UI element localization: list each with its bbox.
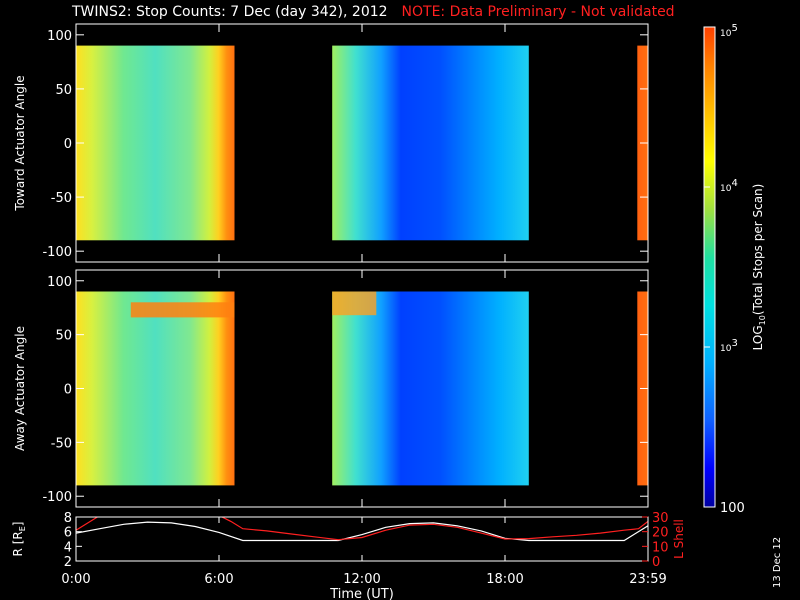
colorbar-tick-label: 104 [720,178,738,194]
y-tick-label: 4 [64,540,72,555]
y-tick-label-right: 30 [652,511,669,526]
colorbar-tick-label: 103 [720,338,738,354]
y-tick-label: 50 [55,83,72,98]
toward-panel: 100 50 0 -50 -100 Toward Actuator Angle [13,23,649,263]
r-label-close: ] [11,522,25,527]
colorbar-label-suffix: (Total Stops per Scan) [751,184,765,315]
y-axis-label: Away Actuator Angle [13,326,27,451]
y-axis-label-right: L Shell [672,519,686,559]
y-axis-label: Toward Actuator Angle [13,75,27,211]
y-tick-label: -100 [42,490,72,505]
y-tick-label: 6 [64,526,72,541]
heatmap-block [332,45,529,241]
heatmap-block [76,291,235,486]
y-tick-label: -50 [51,191,72,206]
colorbar-tick-base: 10 [720,184,732,194]
y-tick-label: 0 [64,383,72,398]
away-panel: 100 50 0 -50 -100 Away Actuator Angle [13,269,649,508]
x-tick-label: 23:59 [629,572,666,587]
y-tick-label: 8 [64,511,72,526]
y-tick-label: 50 [55,329,72,344]
colorbar-tick-label: 100 [720,501,745,516]
y-tick-label: -50 [51,436,72,451]
colorbar-tick-label: 105 [720,23,738,39]
colorbar-label: LOG10(Total Stops per Scan) [751,184,767,351]
x-tick-label: 18:00 [486,572,523,587]
x-tick-label: 0:00 [61,572,90,587]
r-series-line [76,521,648,542]
colorbar-tick-base: 10 [720,344,732,354]
colorbar-tick-base: 10 [720,29,732,39]
colorbar-gradient [703,26,716,508]
y-tick-label: -100 [42,245,72,260]
colorbar-label-sub: 10 [758,315,767,325]
y-tick-label: 100 [47,29,72,44]
x-tick-label: 12:00 [343,572,380,587]
y-tick-label-right: 10 [652,540,669,555]
y-tick-label-right: 20 [652,526,669,541]
colorbar-tick-exponent: 4 [731,178,737,189]
panel-frame [75,516,649,562]
r-label-main: R [R [11,531,25,556]
r-label-sub: E [18,526,27,531]
y-tick-label: 0 [64,137,72,152]
y-tick-label: 100 [47,275,72,290]
title-row: TWINS2: Stop Counts: 7 Dec (day 342), 20… [72,4,675,24]
chart-title: TWINS2: Stop Counts: 7 Dec (day 342), 20… [72,4,388,20]
colorbar-tick-exponent: 5 [731,23,737,34]
heatmap-block [332,291,529,486]
heatmap-hot-band [332,291,377,316]
lshell-series-line [76,517,648,541]
colorbar-tick-exponent: 3 [731,338,737,349]
y-tick-label-right: 0 [652,555,660,570]
x-tick-label: 6:00 [204,572,233,587]
heatmap-block [76,45,235,241]
x-axis-label: Time (UT) [329,587,394,600]
colorbar-label-prefix: LOG [751,325,765,350]
colorbar-tick-base: 100 [720,501,745,516]
date-stamp: 13 Dec 12 [772,536,783,588]
heatmap-hot-band [130,302,235,318]
preliminary-note: NOTE: Data Preliminary - Not validated [401,4,675,20]
y-axis-label-left: R [RE] [11,522,27,557]
y-tick-label: 2 [64,555,72,570]
